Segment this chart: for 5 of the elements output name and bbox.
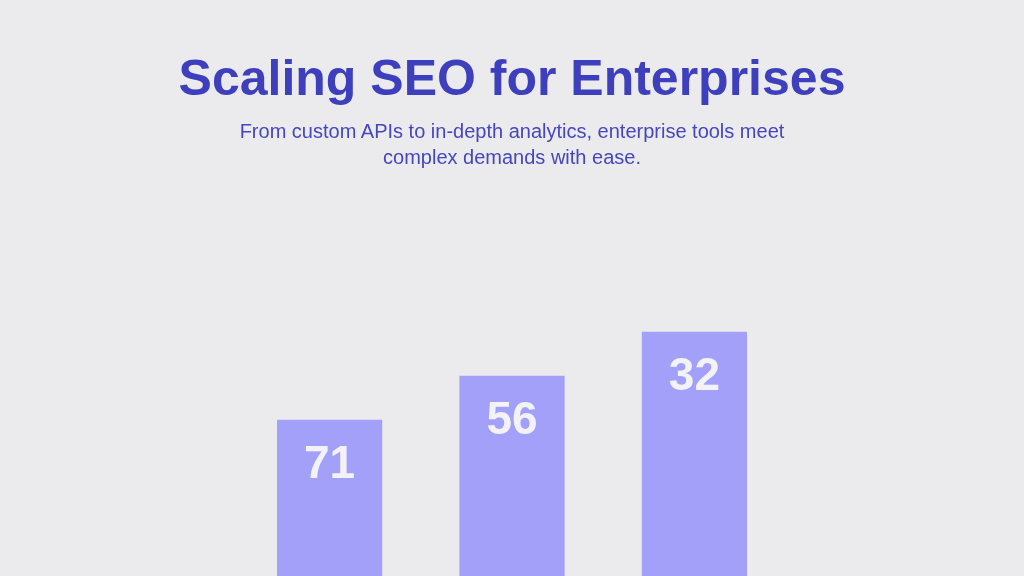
chart-title: Scaling SEO for Enterprises [178, 50, 846, 106]
chart-subtitle: From custom APIs to in-depth analytics, enterprise tools meet complex demands with ease. [239, 120, 785, 168]
annotation: 71 [304, 435, 356, 488]
annotation: 56 [486, 391, 538, 444]
annotation: 32 [668, 347, 720, 400]
